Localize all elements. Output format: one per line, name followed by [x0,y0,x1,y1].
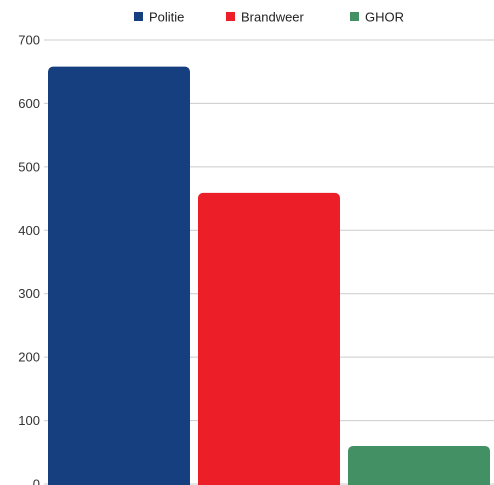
legend-swatch [134,12,143,21]
legend-swatch [350,12,359,21]
legend: Politie Brandweer GHOR [134,10,404,25]
bar-politie [48,66,190,485]
legend-swatch [226,12,235,21]
y-tick-label: 700 [18,33,40,48]
y-tick-label: 600 [18,96,40,111]
bars [48,66,490,485]
y-tick-label: 300 [18,286,40,301]
bar-brandweer [198,192,340,485]
y-tick-label: 200 [18,350,40,365]
legend-label: Politie [149,10,184,25]
legend-label: GHOR [365,10,404,25]
y-tick-label: 100 [18,413,40,428]
legend-item-politie: Politie [134,10,184,25]
y-tick-label: 0 [33,477,40,485]
bar-ghor [348,445,490,485]
legend-label: Brandweer [241,10,305,25]
legend-item-brandweer: Brandweer [226,10,305,25]
y-tick-label: 400 [18,223,40,238]
legend-item-ghor: GHOR [350,10,404,25]
y-tick-label: 500 [18,159,40,174]
y-axis: 0 100 200 300 400 500 600 700 [18,33,40,485]
